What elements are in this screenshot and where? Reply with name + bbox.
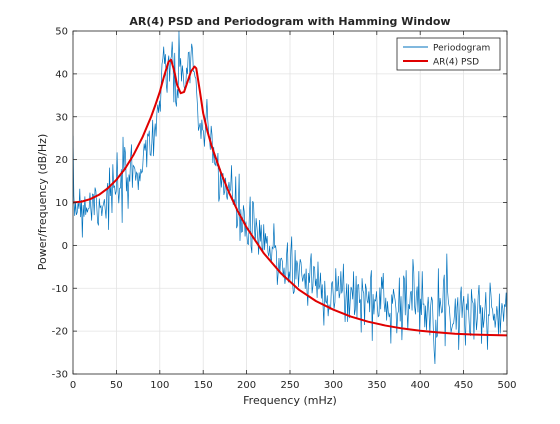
- x-tick-label: 400: [411, 380, 430, 391]
- x-tick-label: 0: [70, 380, 76, 391]
- ticks: 0 50 100 150 200 250 300 350 400 450 500 -30 -20 -10 0…: [52, 27, 517, 392]
- y-tick-label: 10: [55, 198, 68, 209]
- y-tick-label: -10: [52, 284, 68, 295]
- legend: Periodogram AR(4) PSD: [396, 37, 501, 71]
- x-axis-label: Frequency (mHz): [243, 394, 337, 407]
- x-tick-label: 150: [194, 380, 213, 391]
- x-tick-label: 200: [237, 380, 256, 391]
- x-tick-label: 250: [280, 380, 299, 391]
- series-layer: [73, 31, 507, 364]
- x-tick-label: 500: [497, 380, 516, 391]
- chart-title: AR(4) PSD and Periodogram with Hamming W…: [129, 15, 450, 28]
- series-ar4-psd: [73, 58, 507, 337]
- legend-box: [396, 37, 501, 71]
- x-tick-label: 450: [454, 380, 473, 391]
- legend-label-ar4-psd: AR(4) PSD: [433, 58, 479, 68]
- x-tick-label: 50: [110, 380, 123, 391]
- y-tick-label: -30: [52, 370, 68, 381]
- y-tick-label: -20: [52, 327, 68, 338]
- x-tick-label: 100: [150, 380, 169, 391]
- legend-label-periodogram: Periodogram: [433, 44, 490, 54]
- y-axis-label: Power/frequency (dB/Hz): [36, 134, 49, 271]
- x-tick-label: 300: [324, 380, 343, 391]
- x-tick-label: 350: [367, 380, 386, 391]
- y-tick-label: 50: [55, 27, 68, 38]
- y-tick-label: 30: [55, 112, 68, 123]
- y-tick-label: 40: [55, 69, 68, 80]
- y-tick-label: 20: [55, 155, 68, 166]
- y-tick-label: 0: [62, 241, 68, 252]
